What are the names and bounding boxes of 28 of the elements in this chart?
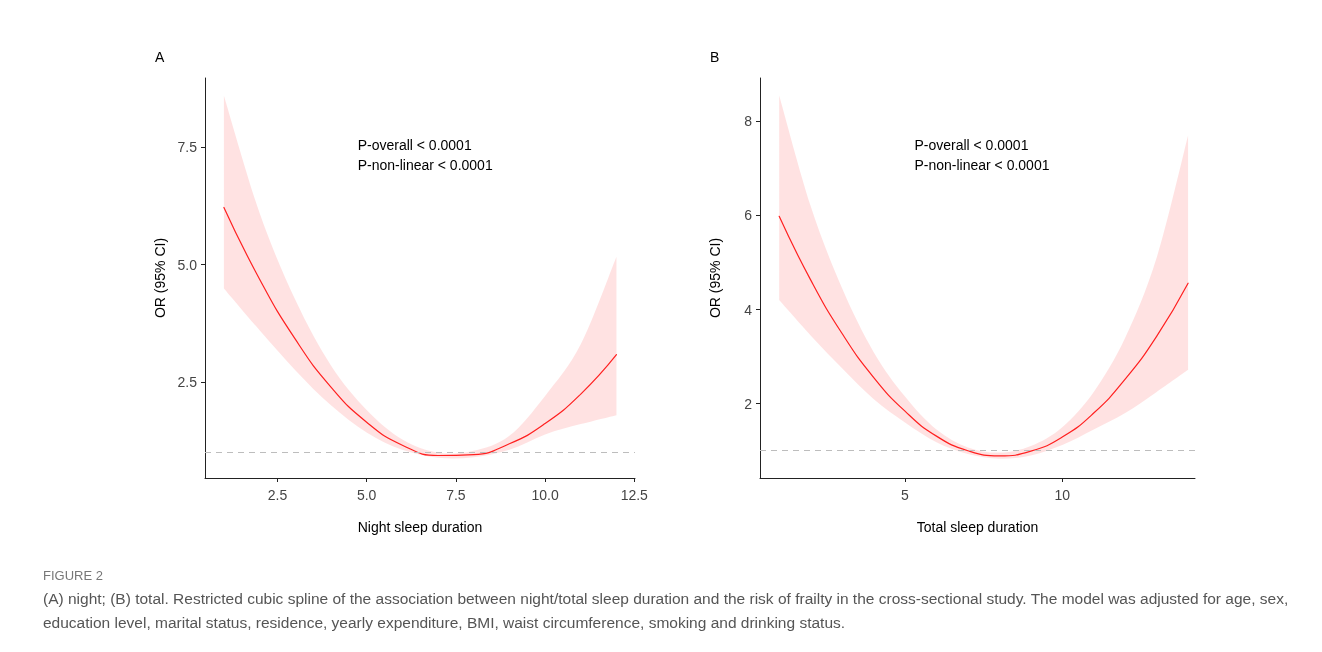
x-tick-label: 7.5 (446, 487, 466, 503)
y-tick-label: 5.0 (177, 256, 198, 273)
y-tick-label: 8 (744, 113, 753, 130)
annotation: P-non-linear < 0.0001 (914, 157, 1050, 173)
annotation: P-overall < 0.0001 (357, 137, 472, 153)
chart-title: A (155, 49, 165, 65)
text: (A) night; (B) total. Restricted cubic spline of the association between night/total sleep duration and the risk of frailty in the cross-sectional study. The model was adjusted for age, sex, education level, marital status, residence, yearly expenditure, BMI, waist circumference, smoking and drinking status. (43, 589, 1290, 633)
annotation: P-overall < 0.0001 (914, 137, 1029, 153)
y-axis-title: OR (95% CI) (151, 237, 168, 319)
chart-title: B (710, 49, 720, 65)
x-tick-label: 5 (901, 487, 910, 503)
caption: FIGURE 2 (43, 568, 104, 583)
x-axis-title: Total sleep duration (916, 519, 1039, 535)
y-axis-title: OR (95% CI) (707, 237, 723, 319)
x-tick-label: 10.0 (531, 487, 559, 503)
y-tick-label: 2 (744, 395, 753, 412)
line-series (778, 215, 1189, 457)
y-tick-label: 7.5 (177, 139, 198, 156)
line-series (223, 206, 618, 457)
y-tick-label: 2.5 (177, 373, 198, 390)
x-tick-label: 5.0 (356, 487, 377, 503)
x-tick-label: 2.5 (267, 487, 288, 503)
x-tick-label: 12.5 (620, 487, 649, 503)
annotation: P-non-linear < 0.0001 (357, 157, 493, 173)
y-tick-label: 6 (744, 207, 753, 224)
x-tick-label: 10 (1054, 487, 1071, 503)
y-tick-label: 4 (744, 301, 753, 318)
x-axis-title: Night sleep duration (357, 519, 483, 535)
